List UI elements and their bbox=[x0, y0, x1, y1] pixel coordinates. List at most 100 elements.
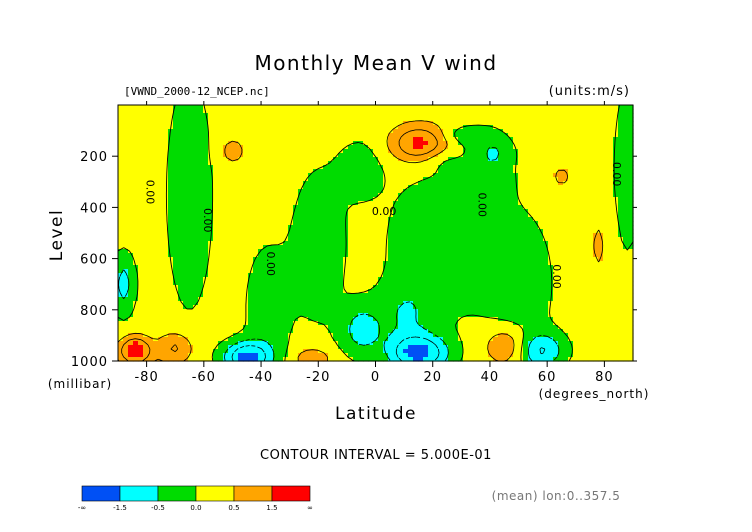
heatmap-cell bbox=[418, 181, 424, 186]
heatmap-cell bbox=[178, 117, 184, 122]
heatmap-cell bbox=[203, 269, 209, 274]
heatmap-cell bbox=[218, 265, 224, 270]
heatmap-cell bbox=[138, 237, 144, 242]
heatmap-cell bbox=[303, 197, 309, 202]
heatmap-cell bbox=[273, 225, 279, 230]
heatmap-cell bbox=[528, 205, 534, 210]
heatmap-cell bbox=[373, 265, 379, 270]
heatmap-cell bbox=[363, 245, 369, 250]
heatmap-cell bbox=[548, 161, 554, 166]
heatmap-cell bbox=[303, 261, 309, 266]
heatmap-cell bbox=[403, 213, 409, 218]
heatmap-cell bbox=[128, 281, 134, 286]
heatmap-cell bbox=[328, 161, 334, 166]
heatmap-cell bbox=[488, 285, 494, 290]
heatmap-cell bbox=[588, 233, 594, 238]
heatmap-cell bbox=[508, 213, 514, 218]
heatmap-cell bbox=[173, 289, 179, 294]
heatmap-cell bbox=[563, 237, 569, 242]
heatmap-cell bbox=[528, 249, 534, 254]
heatmap-cell bbox=[218, 181, 224, 186]
heatmap-cell bbox=[588, 197, 594, 202]
heatmap-cell bbox=[333, 165, 339, 170]
heatmap-cell bbox=[218, 249, 224, 254]
heatmap-cell bbox=[443, 169, 449, 174]
heatmap-cell bbox=[303, 173, 309, 178]
heatmap-cell bbox=[238, 229, 244, 234]
heatmap-cell bbox=[128, 209, 134, 214]
heatmap-cell bbox=[143, 177, 149, 182]
heatmap-cell bbox=[488, 201, 494, 206]
heatmap-cell bbox=[363, 197, 369, 202]
heatmap-cell bbox=[348, 189, 354, 194]
heatmap-cell bbox=[358, 133, 364, 138]
heatmap-cell bbox=[533, 217, 539, 222]
heatmap-cell bbox=[183, 169, 189, 174]
heatmap-cell bbox=[623, 113, 629, 118]
heatmap-cell bbox=[393, 233, 399, 238]
heatmap-cell bbox=[593, 249, 599, 254]
heatmap-cell bbox=[403, 149, 409, 154]
heatmap-cell bbox=[418, 249, 424, 254]
heatmap-cell bbox=[428, 213, 434, 218]
heatmap-cell bbox=[148, 149, 154, 154]
heatmap-cell bbox=[178, 277, 184, 282]
heatmap-cell bbox=[498, 153, 504, 158]
heatmap-cell bbox=[248, 153, 254, 158]
heatmap-cell bbox=[548, 249, 554, 254]
heatmap-cell bbox=[408, 217, 414, 222]
heatmap-cell bbox=[178, 209, 184, 214]
heatmap-cell bbox=[423, 129, 429, 134]
heatmap-cell bbox=[233, 157, 239, 162]
heatmap-cell bbox=[458, 173, 464, 178]
heatmap-cell bbox=[238, 109, 244, 114]
heatmap-cell bbox=[558, 245, 564, 250]
heatmap-cell bbox=[233, 269, 239, 274]
heatmap-cell bbox=[118, 177, 124, 182]
heatmap-cell bbox=[598, 149, 604, 154]
heatmap-cell bbox=[603, 169, 609, 174]
heatmap-cell bbox=[573, 165, 579, 170]
heatmap-cell bbox=[298, 185, 304, 190]
heatmap-cell bbox=[293, 257, 299, 262]
heatmap-cell bbox=[478, 185, 484, 190]
heatmap-cell bbox=[248, 189, 254, 194]
heatmap-cell bbox=[573, 189, 579, 194]
heatmap-cell bbox=[273, 285, 279, 290]
heatmap-cell bbox=[468, 277, 474, 282]
heatmap-cell bbox=[173, 261, 179, 266]
heatmap-cell bbox=[453, 153, 459, 158]
heatmap-cell bbox=[228, 241, 234, 246]
heatmap-cell bbox=[458, 277, 464, 282]
heatmap-cell bbox=[258, 237, 264, 242]
heatmap-cell bbox=[298, 273, 304, 278]
heatmap-cell bbox=[343, 173, 349, 178]
heatmap-cell bbox=[273, 109, 279, 114]
heatmap-cell bbox=[348, 145, 354, 150]
heatmap-cell bbox=[468, 213, 474, 218]
heatmap-cell bbox=[323, 297, 329, 302]
heatmap-cell bbox=[228, 277, 234, 282]
heatmap-cell bbox=[353, 109, 359, 114]
heatmap-cell bbox=[208, 177, 214, 182]
heatmap-cell bbox=[118, 293, 124, 298]
heatmap-cell bbox=[393, 133, 399, 138]
heatmap-cell bbox=[613, 177, 619, 182]
heatmap-cell bbox=[543, 285, 549, 290]
heatmap-cell bbox=[198, 213, 204, 218]
heatmap-cell bbox=[218, 113, 224, 118]
heatmap-cell bbox=[263, 289, 269, 294]
heatmap-cell bbox=[348, 141, 354, 146]
heatmap-cell bbox=[583, 289, 589, 294]
heatmap-cell bbox=[378, 181, 384, 186]
heatmap-cell bbox=[553, 253, 559, 258]
heatmap-cell bbox=[143, 225, 149, 230]
heatmap-cell bbox=[193, 293, 199, 298]
heatmap-cell bbox=[448, 273, 454, 278]
heatmap-cell bbox=[343, 153, 349, 158]
heatmap-cell bbox=[473, 209, 479, 214]
heatmap-cell bbox=[513, 193, 519, 198]
heatmap-cell bbox=[578, 233, 584, 238]
heatmap-cell bbox=[128, 233, 134, 238]
heatmap-cell bbox=[298, 261, 304, 266]
